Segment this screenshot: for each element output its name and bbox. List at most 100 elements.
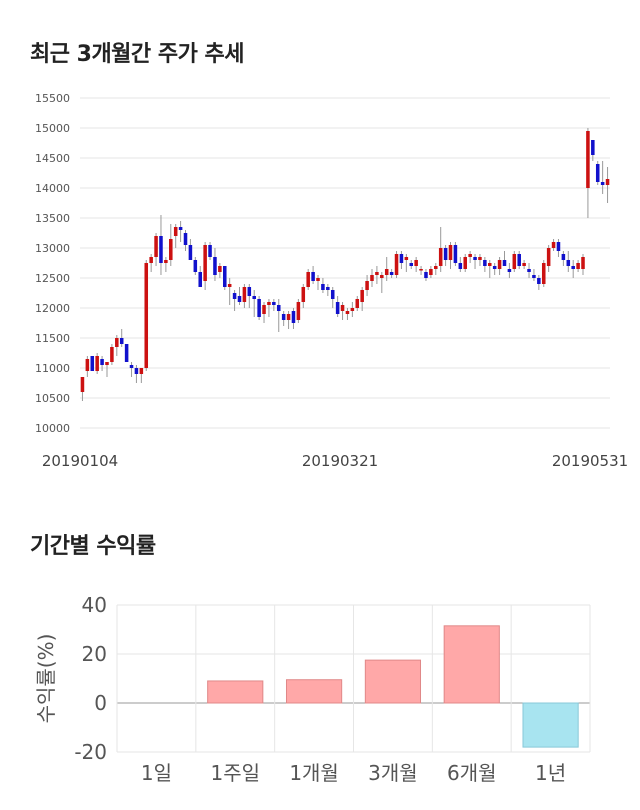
candle-body	[139, 368, 144, 374]
candle-body	[448, 245, 453, 260]
candle-body	[537, 278, 541, 284]
candle-body	[527, 269, 531, 272]
candle-body	[600, 182, 605, 185]
y-tick-label: -20	[74, 740, 107, 764]
candle-body	[438, 248, 443, 266]
candle-body	[85, 359, 90, 371]
candle-body	[154, 236, 158, 257]
category-label: 6개월	[447, 761, 497, 785]
candle-body	[424, 272, 428, 278]
candle-body	[605, 179, 610, 185]
candle-body	[208, 245, 212, 257]
candle-body	[252, 296, 256, 299]
candle-body	[301, 287, 306, 302]
return-bar	[207, 680, 264, 704]
returns-title: 기간별 수익률	[30, 534, 156, 559]
category-label: 1개월	[289, 761, 339, 785]
y-tick-label: 15000	[35, 122, 70, 135]
y-tick-label: 15500	[35, 92, 70, 105]
candle-body	[586, 131, 590, 188]
candle-body	[129, 365, 134, 368]
candle-body	[218, 266, 222, 272]
candle-body	[237, 296, 242, 302]
y-tick-label: 14500	[35, 152, 70, 165]
candle-body	[434, 266, 438, 269]
return-bar	[522, 702, 579, 748]
y-tick-label: 12500	[35, 272, 70, 285]
candle-body	[281, 314, 286, 320]
candle-body	[507, 269, 512, 272]
candle-body	[213, 257, 217, 275]
candle-body	[144, 263, 149, 368]
candle-body	[370, 275, 374, 281]
candle-body	[326, 287, 330, 290]
candle-body	[429, 269, 433, 275]
candle-body	[350, 308, 355, 311]
candle-body	[561, 254, 566, 260]
candle-body	[183, 233, 188, 245]
candle-body	[399, 254, 404, 263]
candle-body	[188, 245, 193, 260]
candle-body	[384, 269, 389, 275]
y-tick-label: 10000	[35, 422, 70, 435]
y-tick-label: 12000	[35, 302, 70, 315]
candle-body	[380, 275, 384, 278]
candle-body	[115, 338, 119, 347]
candle-body	[546, 248, 551, 266]
candle-body	[257, 299, 261, 317]
candle-body	[296, 302, 301, 320]
candle-body	[291, 311, 296, 323]
candle-body	[330, 290, 335, 299]
y-tick-label: 40	[82, 593, 107, 617]
candle-body	[478, 257, 482, 260]
candle-body	[232, 293, 237, 299]
candle-body	[203, 245, 207, 281]
candle-body	[110, 347, 114, 362]
candle-body	[355, 299, 360, 308]
candle-body	[488, 263, 492, 266]
candle-body	[483, 260, 487, 266]
candle-body	[316, 278, 320, 281]
candle-body	[517, 254, 521, 266]
candle-body	[419, 269, 423, 271]
y-axis-label: 수익률(%)	[34, 634, 58, 724]
category-label: 1주일	[210, 761, 260, 785]
candle-body	[198, 272, 202, 287]
candle-body	[242, 287, 247, 302]
y-tick-label: 13500	[35, 212, 70, 225]
return-bar	[364, 659, 422, 704]
candle-body	[360, 290, 364, 302]
candle-body	[90, 356, 95, 371]
x-tick-label: 20190321	[302, 452, 378, 470]
candle-body	[276, 305, 281, 311]
candle-body	[169, 239, 173, 260]
candle-body	[458, 263, 463, 269]
x-tick-label: 20190531	[552, 452, 628, 470]
candle-body	[591, 140, 595, 155]
candle-body	[443, 248, 448, 260]
candle-body	[119, 338, 124, 344]
candle-body	[394, 254, 399, 275]
candle-body	[149, 257, 153, 263]
candle-body	[551, 242, 556, 248]
candle-body	[178, 227, 183, 230]
candle-body	[502, 260, 507, 266]
candle-body	[389, 272, 394, 275]
x-tick-label: 20190104	[42, 452, 118, 470]
candle-body	[463, 257, 467, 269]
candle-body	[193, 260, 198, 272]
candle-body	[556, 242, 561, 251]
candle-body	[345, 311, 350, 314]
candle-body	[473, 257, 477, 260]
candle-body	[414, 260, 418, 266]
candle-body	[272, 302, 276, 305]
candle-body	[164, 260, 168, 263]
candle-body	[286, 314, 291, 320]
returns-bar-chart: -20 0 20 40 1일 1주일 1개월 3개월 6개월 1년 수익률(%)	[34, 593, 591, 785]
candle-body	[80, 377, 85, 392]
candle-body	[173, 227, 178, 236]
return-bar	[443, 625, 500, 704]
candle-body	[576, 263, 580, 269]
candle-body	[227, 284, 232, 287]
candle-body	[497, 260, 502, 269]
